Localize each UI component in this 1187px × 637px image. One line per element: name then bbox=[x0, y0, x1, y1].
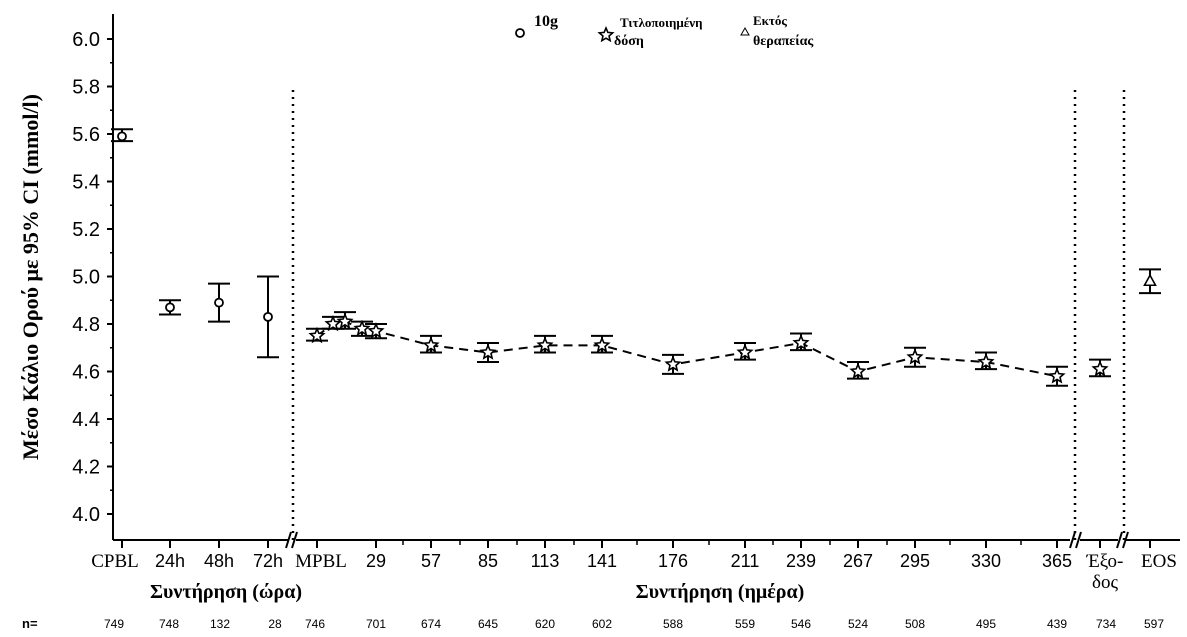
legend-label-titrated-line1: Τιτλοποιημένη bbox=[620, 15, 703, 30]
point-star-113 bbox=[536, 336, 554, 353]
x-tick-label: 141 bbox=[587, 551, 617, 571]
n-value: 701 bbox=[366, 617, 386, 631]
point-star-57 bbox=[422, 336, 440, 353]
series-line-titrated bbox=[316, 320, 1058, 378]
legend-label-off-line2: θεραπείας bbox=[753, 34, 814, 49]
n-value: 645 bbox=[478, 617, 498, 631]
point-star-330 bbox=[977, 352, 995, 370]
n-value: 749 bbox=[104, 617, 124, 631]
section-separators bbox=[291, 90, 1126, 540]
n-value: 734 bbox=[1096, 617, 1116, 631]
y-tick-label: 5.0 bbox=[72, 267, 100, 289]
n-value: 439 bbox=[1047, 617, 1067, 631]
legend-star-marker bbox=[597, 25, 615, 43]
y-tick-label: 5.4 bbox=[72, 172, 100, 194]
x-tick-label-line: δος bbox=[1092, 572, 1118, 593]
x-tick-label: 211 bbox=[731, 551, 760, 571]
legend-circle-marker bbox=[515, 28, 525, 38]
x-tick-label: 48h bbox=[204, 551, 234, 571]
n-value: 748 bbox=[159, 617, 179, 631]
axis-break-mark bbox=[1116, 531, 1123, 549]
y-tick-label: 4.4 bbox=[72, 409, 100, 431]
axis-labels: Μέσο Κάλιο Ορού με 95% CI (mmol/l) Συντήρ… bbox=[18, 94, 1164, 631]
n-value: 524 bbox=[848, 617, 868, 631]
y-tick-label: 4.8 bbox=[72, 314, 100, 336]
point-star-176 bbox=[664, 355, 682, 372]
n-value: 559 bbox=[735, 617, 755, 631]
y-tick-label: 5.8 bbox=[72, 77, 100, 99]
x-tick-label: 365 bbox=[1042, 551, 1072, 571]
point-star-8 bbox=[324, 314, 342, 332]
n-value: 620 bbox=[535, 617, 555, 631]
point-star-267 bbox=[849, 362, 867, 379]
point-star-exit bbox=[1091, 360, 1109, 377]
n-value: 588 bbox=[663, 617, 683, 631]
legend-triangle-marker bbox=[740, 26, 750, 36]
n-value: 28 bbox=[268, 617, 282, 631]
x-tick-label: 72h bbox=[253, 551, 283, 571]
legend-label-10g: 10g bbox=[534, 13, 558, 30]
point-star-211 bbox=[736, 343, 754, 360]
n-label: n= bbox=[22, 616, 38, 631]
point-star-365 bbox=[1048, 367, 1066, 384]
n-value: 746 bbox=[305, 617, 325, 631]
axis-break-mark bbox=[1069, 531, 1076, 549]
x-tick-label: EOS bbox=[1141, 551, 1177, 572]
x-section-label-hours: Συντήρηση (ώρα) bbox=[150, 581, 302, 603]
chart-marks bbox=[111, 128, 1161, 387]
x-tick-label: MPBL bbox=[295, 551, 347, 572]
point-star-29 bbox=[367, 322, 385, 339]
axis-break-mark bbox=[1075, 531, 1082, 549]
point-circle-48h bbox=[214, 297, 224, 308]
n-value: 602 bbox=[592, 617, 612, 631]
x-tick-label: CPBL bbox=[91, 551, 139, 572]
y-tick-label: 4.2 bbox=[72, 457, 100, 479]
x-tick-label: 330 bbox=[971, 551, 1001, 571]
point-star-MPBL bbox=[308, 326, 326, 344]
axis-break-mark bbox=[291, 531, 298, 549]
y-tick-label: 5.2 bbox=[72, 219, 100, 241]
y-tick-label: 6.0 bbox=[72, 29, 100, 51]
axes: 4.0 4.2 4.4 4.6 4.8 5.0 5.2 5.4 5.6 5.8 6.0 CPBL 24h… bbox=[72, 14, 1180, 593]
point-star-239 bbox=[792, 333, 810, 351]
point-circle-CPBL bbox=[117, 131, 127, 142]
point-circle-72h bbox=[263, 311, 273, 322]
n-value: 546 bbox=[791, 617, 811, 631]
point-circle-24h bbox=[165, 302, 175, 313]
x-tick-label: 113 bbox=[531, 551, 560, 571]
legend-label-titrated-line2: δόση bbox=[614, 34, 644, 49]
x-tick-label-line: Έξο- bbox=[1086, 551, 1124, 572]
x-tick-label: 85 bbox=[478, 551, 498, 571]
point-triangle-EOS bbox=[1143, 273, 1157, 287]
n-value: 495 bbox=[976, 617, 996, 631]
y-tick-label: 5.6 bbox=[72, 124, 100, 146]
x-tick-label: Έξο-δος bbox=[1086, 551, 1124, 593]
axis-break-mark bbox=[1122, 531, 1129, 549]
legend: 10g Τιτλοποιημένη δόση Εκτός θεραπείας bbox=[515, 13, 814, 49]
axis-break-mark bbox=[285, 531, 292, 549]
x-tick-label: 267 bbox=[843, 551, 873, 571]
point-star-22 bbox=[353, 319, 371, 337]
y-tick-label: 4.0 bbox=[72, 504, 100, 526]
point-star-15 bbox=[336, 312, 354, 329]
n-value: 508 bbox=[905, 617, 925, 631]
n-value: 132 bbox=[210, 617, 230, 631]
y-axis-label: Μέσο Κάλιο Ορού με 95% CI (mmol/l) bbox=[18, 94, 43, 460]
x-tick-label: 24h bbox=[155, 551, 185, 571]
n-value: 597 bbox=[1144, 617, 1164, 631]
n-value: 674 bbox=[421, 617, 441, 631]
point-star-295 bbox=[906, 348, 924, 365]
x-tick-label: 176 bbox=[658, 551, 688, 571]
x-tick-label: 239 bbox=[786, 551, 816, 571]
y-tick-label: 4.6 bbox=[72, 362, 100, 384]
x-tick-label: 29 bbox=[366, 551, 386, 571]
point-star-141 bbox=[593, 336, 611, 353]
x-tick-label: 295 bbox=[900, 551, 930, 571]
legend-label-off-line1: Εκτός bbox=[753, 13, 787, 28]
point-star-85 bbox=[479, 343, 497, 360]
x-tick-label: 57 bbox=[421, 551, 441, 571]
x-section-label-days: Συντήρηση (ημέρα) bbox=[636, 581, 805, 603]
